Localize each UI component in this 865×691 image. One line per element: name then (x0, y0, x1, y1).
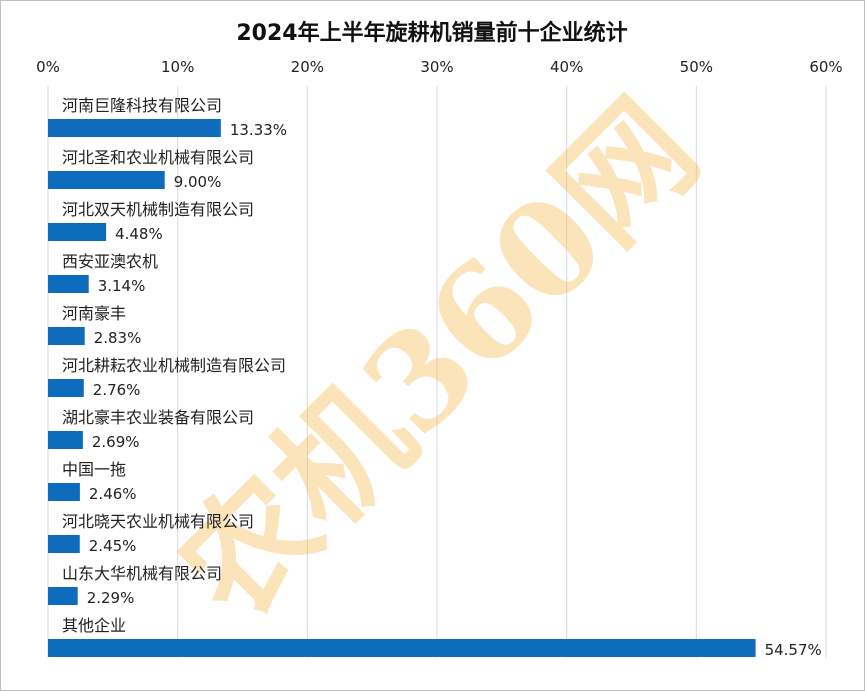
category-label: 河北圣和农业机械有限公司 (62, 148, 254, 167)
bar (48, 535, 80, 553)
x-tick-label: 10% (161, 58, 194, 76)
x-tick-label: 20% (291, 58, 324, 76)
category-label: 河南巨隆科技有限公司 (62, 96, 222, 115)
category-label: 湖北豪丰农业装备有限公司 (62, 408, 254, 427)
data-label: 2.29% (87, 589, 135, 607)
category-label: 河北双天机械制造有限公司 (62, 200, 254, 219)
data-label: 2.46% (89, 485, 137, 503)
bar (48, 379, 84, 397)
x-tick-label: 40% (550, 58, 583, 76)
data-label: 2.76% (93, 381, 141, 399)
bar (48, 223, 107, 241)
x-tick-labels: 0% 10% 20% 30% 40% 50% 60% (36, 58, 843, 76)
data-label: 9.00% (174, 173, 222, 191)
bar (48, 327, 85, 345)
data-label: 2.83% (94, 329, 142, 347)
bar (48, 119, 221, 137)
x-tick-label: 30% (420, 58, 453, 76)
bar (48, 275, 89, 293)
category-label: 西安亚澳农机 (62, 252, 158, 271)
data-label: 3.14% (98, 277, 146, 295)
bar (48, 483, 80, 501)
bar (48, 431, 83, 449)
bars: 河南巨隆科技有限公司 13.33% 河北圣和农业机械有限公司 9.00% 河北双天机械制… (48, 96, 822, 659)
category-label: 山东大华机械有限公司 (62, 564, 222, 583)
bar (48, 587, 78, 605)
category-label: 其他企业 (62, 616, 126, 635)
category-label: 河南豪丰 (62, 304, 126, 323)
data-label: 2.69% (92, 433, 140, 451)
data-label: 13.33% (230, 121, 287, 139)
category-label: 中国一拖 (62, 460, 126, 479)
data-label: 54.57% (765, 641, 822, 659)
bar (48, 171, 165, 189)
category-label: 河北耕耘农业机械制造有限公司 (62, 356, 286, 375)
x-tick-label: 60% (809, 58, 842, 76)
data-label: 2.45% (89, 537, 137, 555)
data-label: 4.48% (115, 225, 163, 243)
category-label: 河北晓天农业机械有限公司 (62, 512, 254, 531)
chart-title: 2024年上半年旋耕机销量前十企业统计 (236, 20, 627, 46)
x-tick-label: 50% (680, 58, 713, 76)
bar (48, 639, 756, 657)
x-tick-label: 0% (36, 58, 60, 76)
